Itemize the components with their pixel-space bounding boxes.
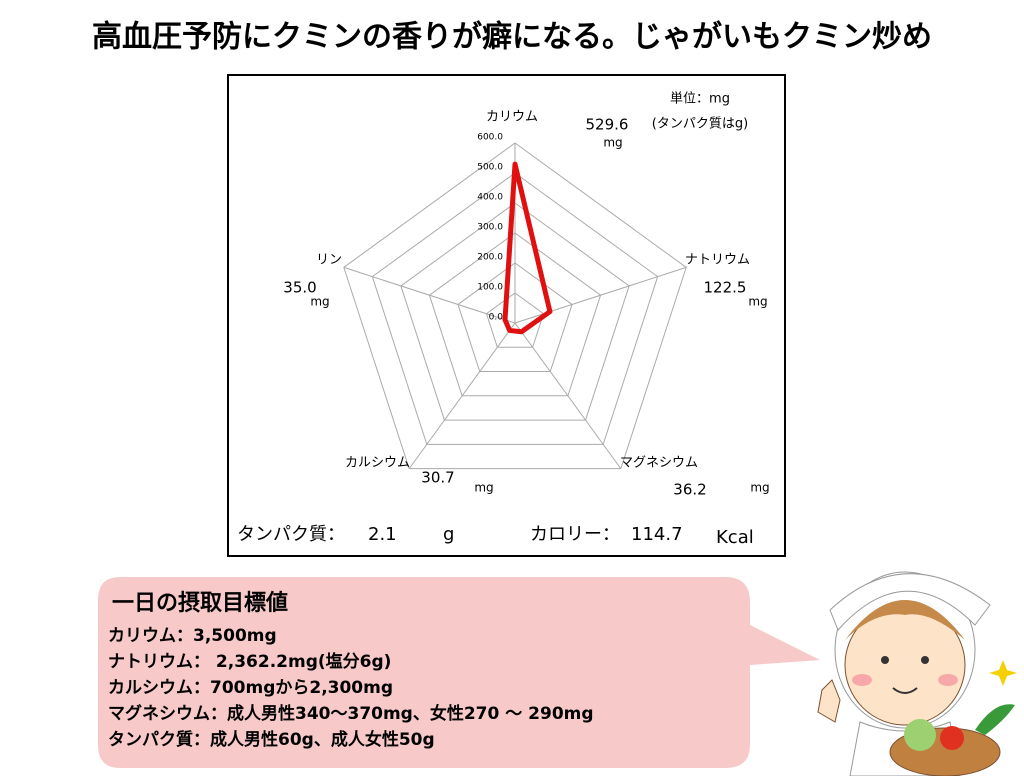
axis-spoke xyxy=(514,322,622,469)
category-label: リン xyxy=(316,253,342,268)
calorie-label: カロリー： xyxy=(530,524,620,545)
grid-ring xyxy=(371,172,659,445)
value-label: 122.5 xyxy=(704,279,747,297)
value-unit: mg xyxy=(474,481,493,495)
value-label: 36.2 xyxy=(673,481,706,499)
r-tick-label: 200.0 xyxy=(477,253,503,263)
unit-note-sub: (タンパク質はg) xyxy=(652,117,748,132)
category-label: ナトリウム xyxy=(685,253,750,268)
grid-ring xyxy=(428,232,602,397)
calorie-value: 114.7 xyxy=(631,524,683,545)
r-tick-label: 400.0 xyxy=(477,193,503,203)
info-line: ナトリウム： 2,362.2mg(塩分6g) xyxy=(108,651,391,672)
r-tick-label: 600.0 xyxy=(477,133,503,143)
value-unit: mg xyxy=(603,136,622,150)
value-unit: mg xyxy=(750,481,769,495)
slide-title: 高血圧予防にクミンの香りが癖になる。じゃがいもクミン炒め xyxy=(92,20,932,55)
grid-ring xyxy=(400,202,630,421)
data-polygon xyxy=(502,161,553,335)
value-label: 30.7 xyxy=(421,469,454,487)
info-line: カルシウム：700mgから2,300mg xyxy=(108,678,393,698)
category-label: カリウム xyxy=(486,110,538,125)
protein-label: タンパク質： xyxy=(237,524,345,545)
grid-ring xyxy=(457,262,573,373)
grid-ring xyxy=(485,292,545,348)
info-lines: カリウム：3,500mg ナトリウム： 2,362.2mg(塩分6g) カルシウム：… xyxy=(108,626,594,750)
value-label: 35.0 xyxy=(283,279,316,297)
category-label: カルシウム xyxy=(345,456,410,471)
value-unit: mg xyxy=(310,295,329,309)
info-title: 一日の摂取目標値 xyxy=(112,590,288,616)
info-line: マグネシウム：成人男性340～370mg、女性270 ～ 290mg xyxy=(108,703,594,724)
r-tick-label: 300.0 xyxy=(477,223,503,233)
value-unit: mg xyxy=(748,295,767,309)
value-label: 529.6 xyxy=(586,116,629,134)
protein-value: 2.1 xyxy=(368,524,397,545)
axis-spoke xyxy=(408,322,516,469)
r-tick-label: 100.0 xyxy=(477,283,503,293)
calorie-unit: Kcal xyxy=(716,527,754,548)
speech-bubble xyxy=(98,577,820,768)
category-label: マグネシウム xyxy=(620,456,698,471)
character-illustration xyxy=(817,571,1017,776)
info-line: カリウム：3,500mg xyxy=(108,626,277,646)
protein-unit: g xyxy=(443,524,454,545)
axis-spoke xyxy=(343,266,516,324)
info-line: タンパク質：成人男性60g、成人女性50g xyxy=(108,729,435,750)
r-tick-label: 500.0 xyxy=(477,163,503,173)
unit-note: 単位：mg xyxy=(670,91,730,107)
r-tick-label: 0.0 xyxy=(489,313,504,323)
grid-ring xyxy=(343,142,687,470)
